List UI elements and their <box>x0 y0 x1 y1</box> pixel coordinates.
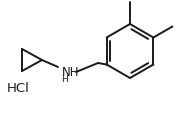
Text: NH: NH <box>62 66 80 78</box>
Text: H: H <box>62 75 68 83</box>
Text: HCl: HCl <box>6 83 29 95</box>
